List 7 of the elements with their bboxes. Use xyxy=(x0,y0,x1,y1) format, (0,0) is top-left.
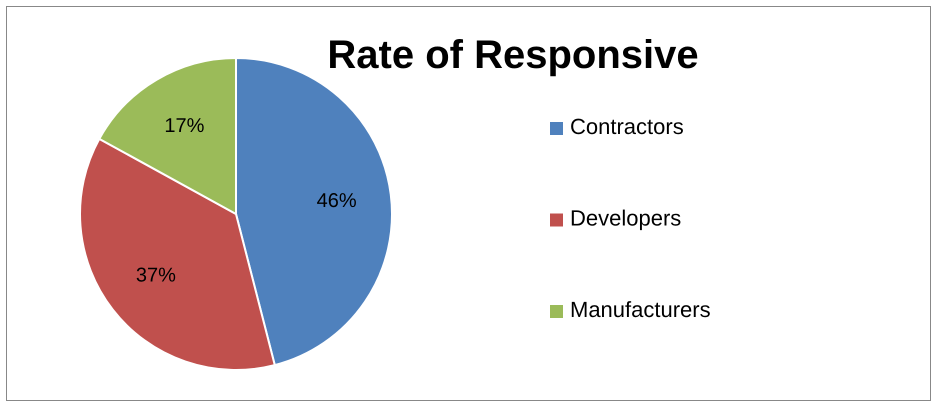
legend-label: Developers xyxy=(570,206,682,231)
data-label: 46% xyxy=(316,190,357,212)
data-label: 37% xyxy=(136,264,176,287)
chart-title: Rate of Responsive xyxy=(327,33,699,78)
data-label: 17% xyxy=(164,115,205,138)
legend-label: Contractors xyxy=(570,114,684,140)
legend-label: Manufacturers xyxy=(570,297,711,322)
